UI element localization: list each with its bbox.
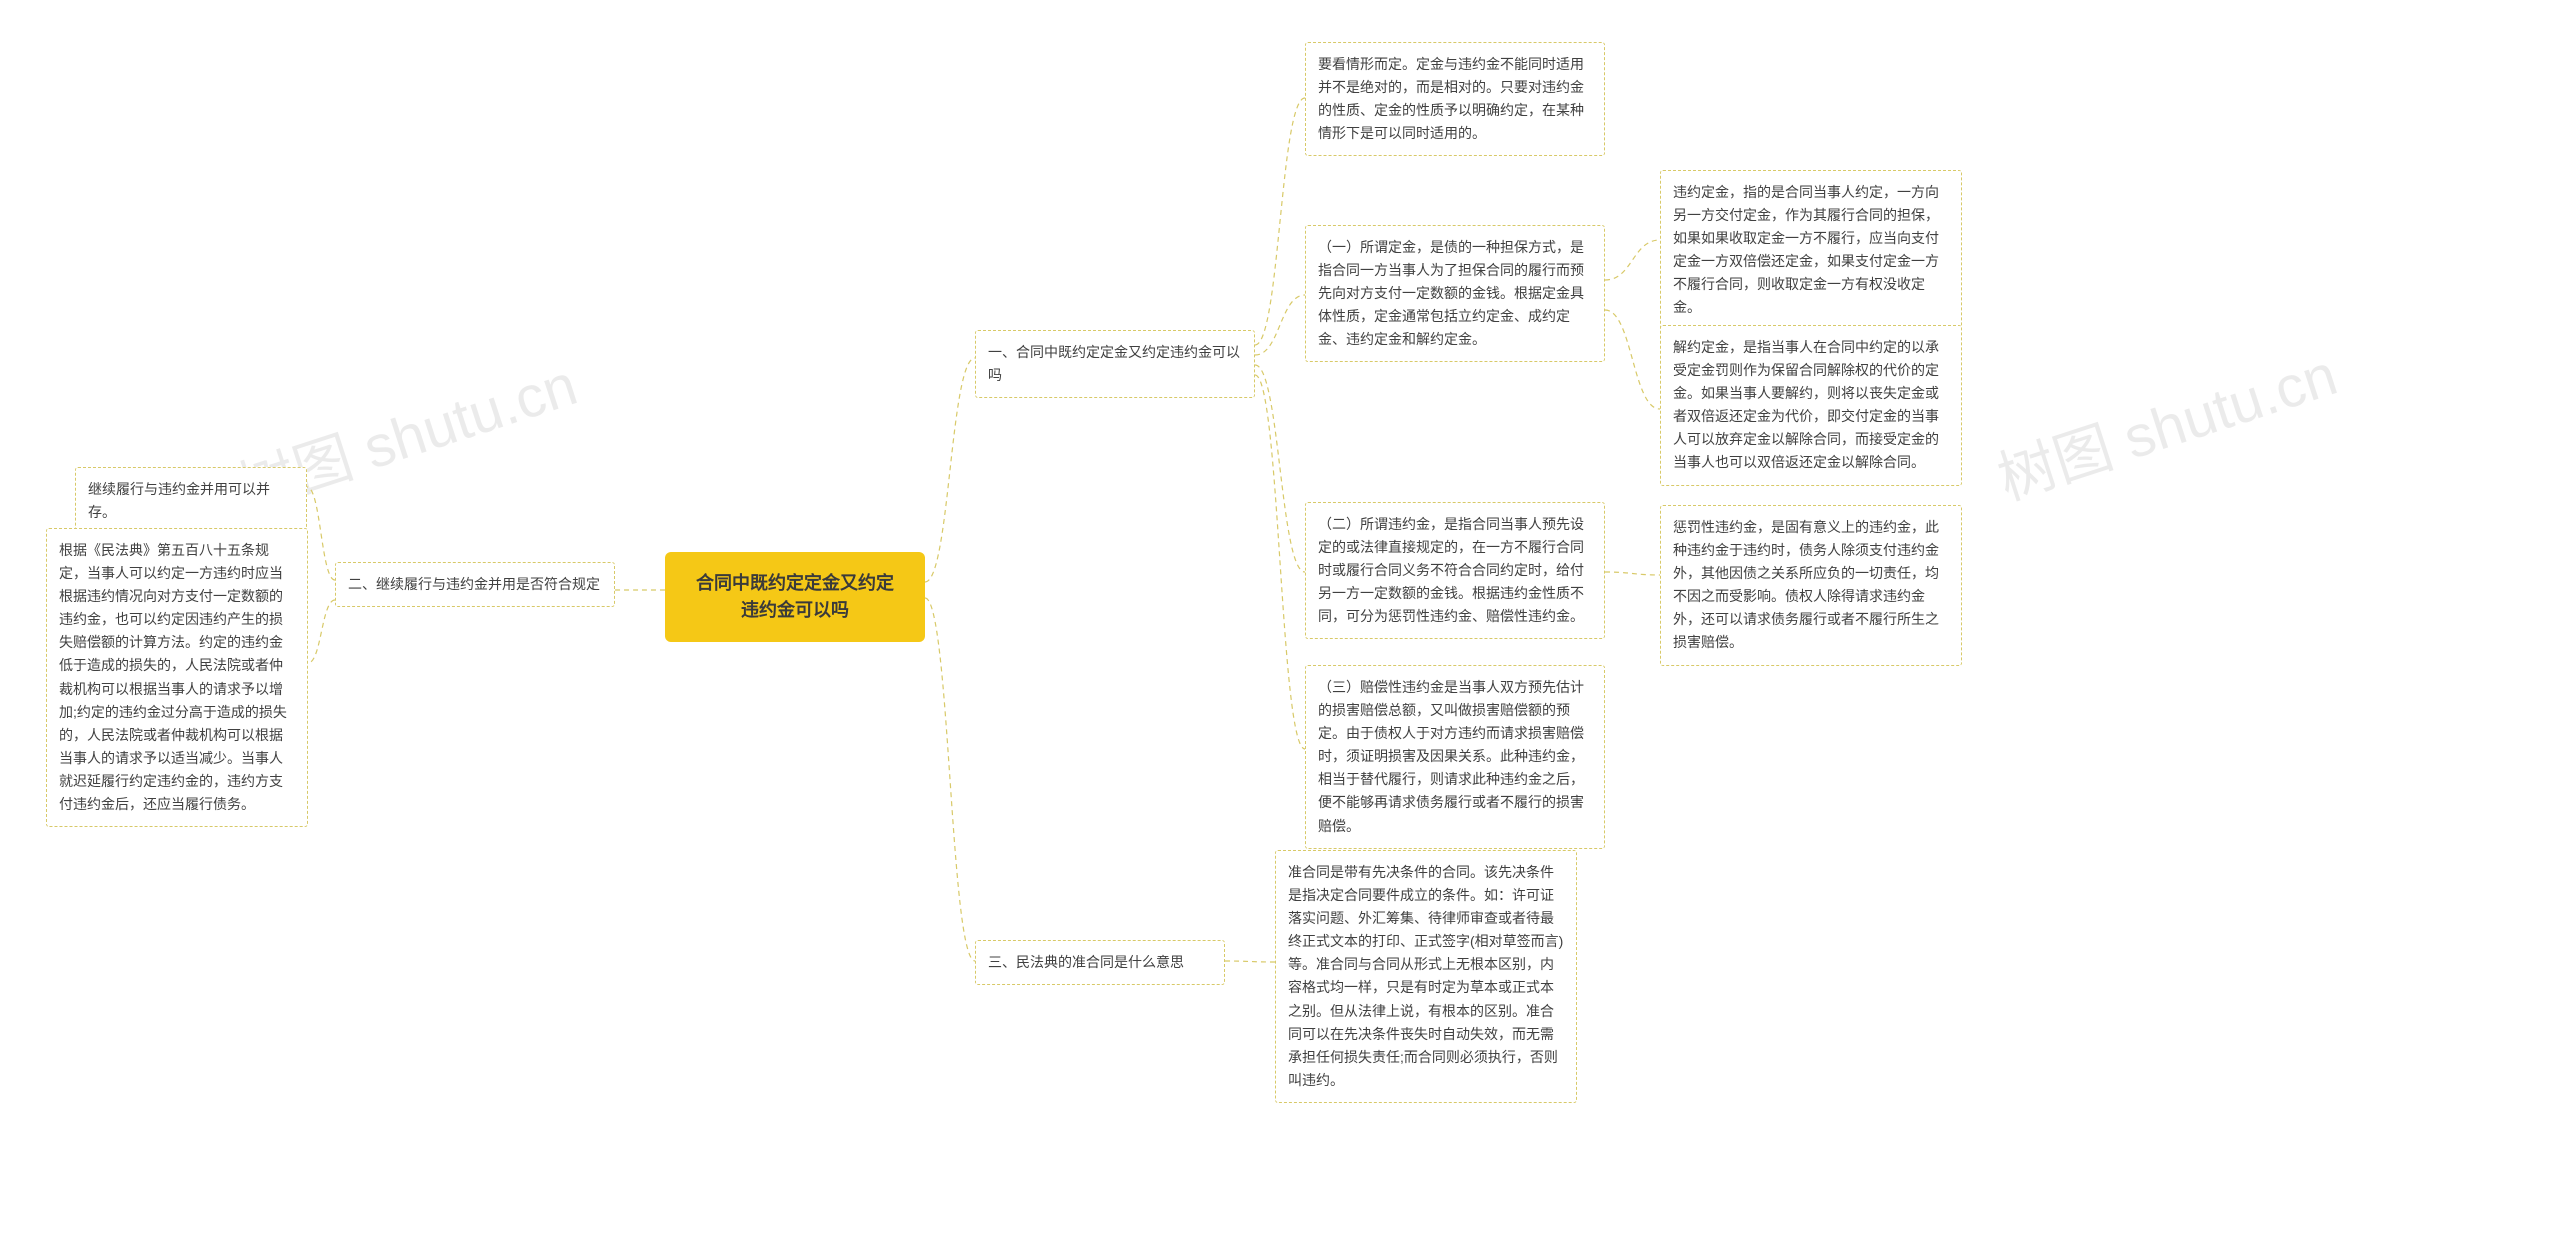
mindmap-node: 准合同是带有先决条件的合同。该先决条件是指决定合同要件成立的条件。如：许可证落实… — [1275, 850, 1577, 1103]
mindmap-node: （二）所谓违约金，是指合同当事人预先设定的或法律直接规定的，在一方不履行合同时或… — [1305, 502, 1605, 639]
mindmap-node: 违约定金，指的是合同当事人约定，一方向另一方交付定金，作为其履行合同的担保，如果… — [1660, 170, 1962, 331]
mindmap-node: 三、民法典的准合同是什么意思 — [975, 940, 1225, 985]
mindmap-node: （一）所谓定金，是债的一种担保方式，是指合同一方当事人为了担保合同的履行而预先向… — [1305, 225, 1605, 362]
mindmap-node: 根据《民法典》第五百八十五条规定，当事人可以约定一方违约时应当根据违约情况向对方… — [46, 528, 308, 827]
watermark: 树图 shutu.cn — [1986, 328, 2346, 516]
mindmap-node: 要看情形而定。定金与违约金不能同时适用并不是绝对的，而是相对的。只要对违约金的性… — [1305, 42, 1605, 156]
mindmap-node: 二、继续履行与违约金并用是否符合规定 — [335, 562, 615, 607]
mindmap-node: 一、合同中既约定定金又约定违约金可以吗 — [975, 330, 1255, 398]
mindmap-node: 惩罚性违约金，是固有意义上的违约金，此种违约金于违约时，债务人除须支付违约金外，… — [1660, 505, 1962, 666]
mindmap-node: （三）赔偿性违约金是当事人双方预先估计的损害赔偿总额，又叫做损害赔偿额的预定。由… — [1305, 665, 1605, 849]
mindmap-node: 继续履行与违约金并用可以并存。 — [75, 467, 307, 535]
mindmap-node: 解约定金，是指当事人在合同中约定的以承受定金罚则作为保留合同解除权的代价的定金。… — [1660, 325, 1962, 486]
root-node: 合同中既约定定金又约定违约金可以吗 — [665, 552, 925, 642]
